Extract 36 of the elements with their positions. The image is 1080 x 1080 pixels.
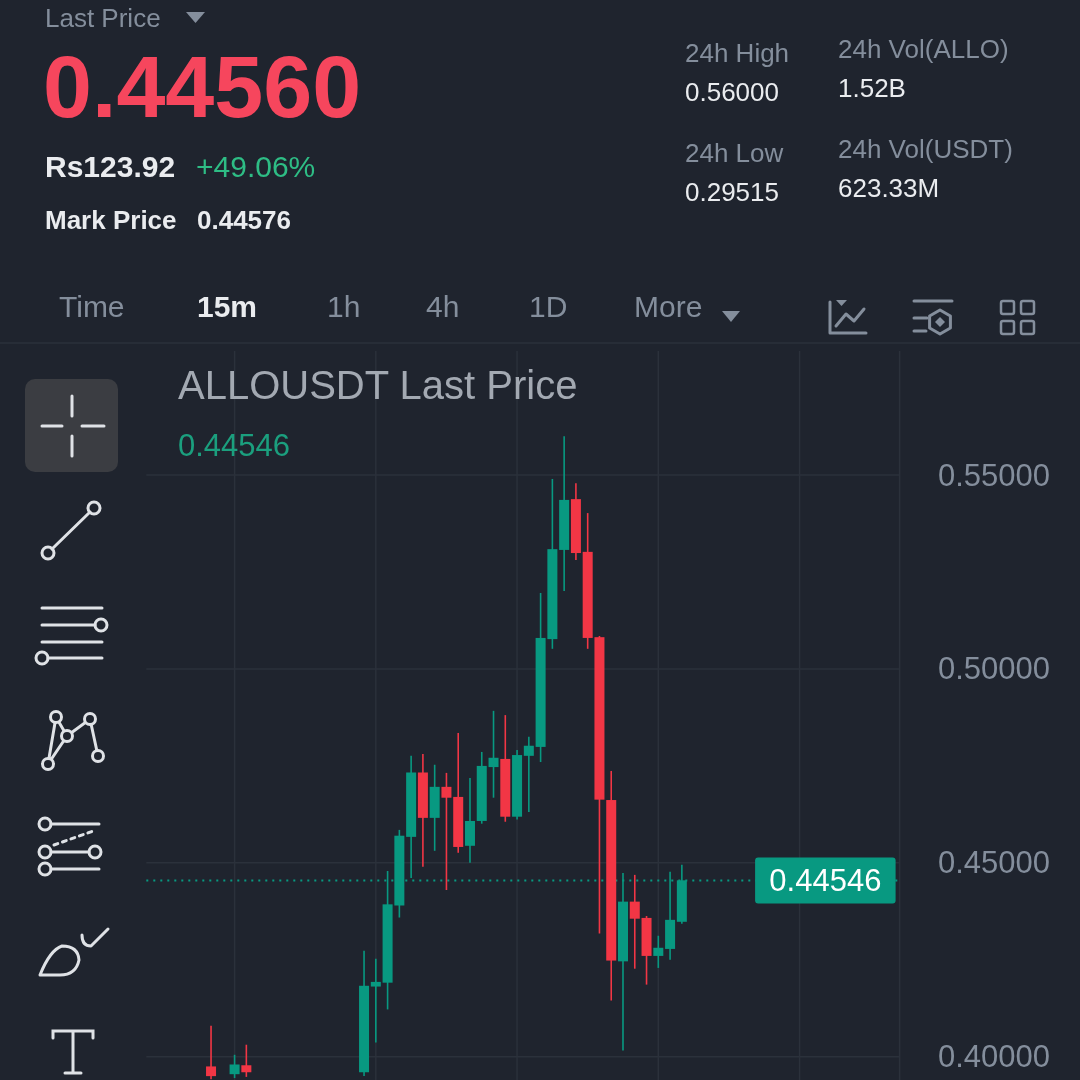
candlestick xyxy=(629,874,640,970)
y-tick-label: 0.50000 xyxy=(937,651,1050,687)
text: 24h Low xyxy=(685,138,784,168)
text: 0.56000 xyxy=(685,77,779,107)
ref-line-label: 0.44546 xyxy=(769,862,882,898)
chart-title: ALLOUSDT Last Price xyxy=(178,363,578,407)
text: 4h xyxy=(426,290,460,323)
text: +49.06% xyxy=(196,150,316,183)
text: 0.44576 xyxy=(197,205,291,235)
text: 24h Vol(USDT) xyxy=(838,134,1013,164)
candlestick xyxy=(370,957,381,1044)
text: 0.29515 xyxy=(685,177,779,207)
text: 1D xyxy=(529,290,568,323)
text: 24h High xyxy=(685,38,790,68)
y-tick-label: 0.45000 xyxy=(937,845,1050,881)
text: 0.44546 xyxy=(178,428,291,463)
candlestick xyxy=(441,772,452,891)
text: 0.44560 xyxy=(43,37,362,136)
text: Last Price xyxy=(45,3,161,33)
candlestick xyxy=(523,736,534,813)
candlestick xyxy=(206,1024,217,1080)
y-tick-label: 0.55000 xyxy=(937,457,1050,493)
text: 623.33M xyxy=(838,173,940,203)
candlestick xyxy=(241,1043,252,1078)
text: Rs123.92 xyxy=(45,150,176,183)
text: 15m xyxy=(197,290,258,323)
text: More xyxy=(634,290,703,323)
y-tick-label: 0.40000 xyxy=(937,1039,1050,1075)
text: Mark Price xyxy=(45,205,177,235)
text: Time xyxy=(59,290,125,323)
text: 1h xyxy=(327,290,361,323)
candlestick xyxy=(229,1054,240,1079)
candlestick xyxy=(653,934,664,969)
candlestick xyxy=(488,710,499,799)
text: 24h Vol(ALLO) xyxy=(838,34,1009,64)
text: 1.52B xyxy=(838,73,906,103)
